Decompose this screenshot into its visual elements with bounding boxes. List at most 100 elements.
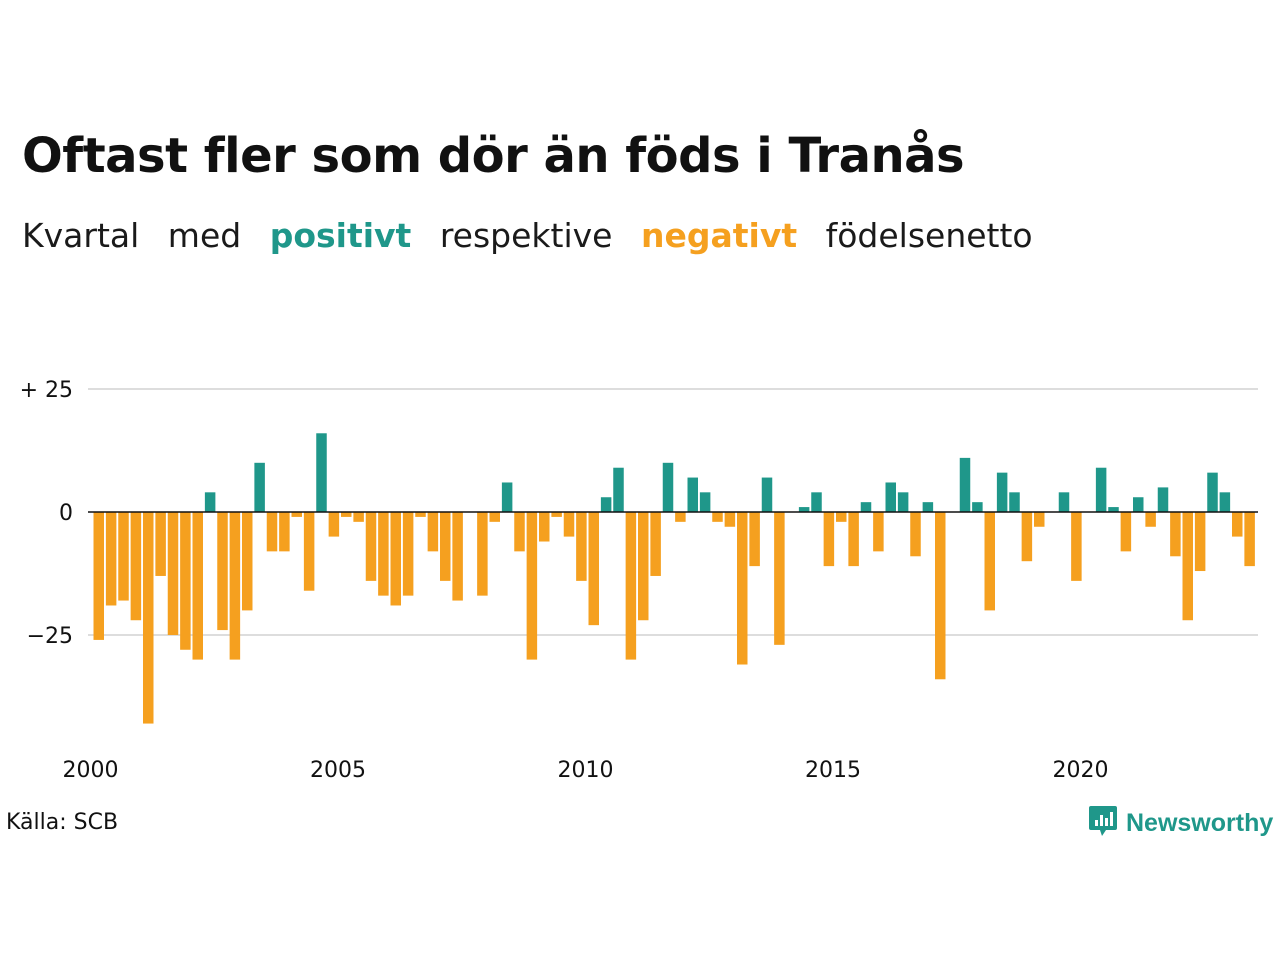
- bar-82: [1108, 507, 1119, 512]
- bar-40: [588, 512, 599, 626]
- bar-8: [192, 512, 203, 660]
- bar-55: [774, 512, 785, 645]
- bar-75: [1021, 512, 1033, 562]
- subtitle-positive-label: positivt: [269, 216, 412, 255]
- bar-16: [291, 512, 302, 517]
- bar-86: [1157, 487, 1169, 512]
- bar-25: [402, 512, 414, 596]
- bar-54: [761, 477, 773, 512]
- bar-83: [1120, 512, 1132, 552]
- bar-88: [1182, 512, 1193, 621]
- x-tick-label: 2000: [63, 758, 119, 783]
- bar-49: [699, 492, 711, 512]
- grid-lines: [88, 388, 1258, 636]
- bar-18: [316, 433, 327, 512]
- bar-67: [922, 502, 934, 512]
- bar-21: [353, 512, 364, 522]
- bar-58: [811, 492, 822, 512]
- bar-4: [143, 512, 154, 724]
- x-tick-label: 2010: [558, 758, 614, 783]
- bar-39: [576, 512, 587, 581]
- bar-35: [526, 512, 538, 660]
- bar-62: [860, 502, 872, 512]
- bar-92: [1232, 512, 1243, 537]
- subtitle-negative-label: negativt: [640, 216, 798, 255]
- bar-22: [365, 512, 377, 581]
- newsworthy-icon: [1088, 804, 1118, 842]
- bar-28: [440, 512, 451, 581]
- bar-71: [972, 502, 983, 512]
- bar-13: [254, 462, 265, 512]
- bar-33: [501, 482, 513, 512]
- bar-3: [130, 512, 142, 621]
- bar-79: [1071, 512, 1082, 581]
- bar-24: [390, 512, 401, 606]
- bar-41: [600, 497, 612, 512]
- bar-76: [1034, 512, 1045, 527]
- bar-44: [638, 512, 649, 621]
- bar-81: [1095, 467, 1107, 512]
- y-tick-label: −25: [27, 624, 73, 649]
- bar-36: [539, 512, 550, 542]
- bar-42: [613, 467, 624, 512]
- newsworthy-wordmark: Newsworthy: [1126, 808, 1274, 837]
- bar-64: [885, 482, 896, 512]
- subtitle-word-med: med: [167, 216, 242, 255]
- bar-37: [551, 512, 562, 517]
- bar-91: [1219, 492, 1231, 512]
- bar-65: [897, 492, 909, 512]
- bar-0: [93, 512, 104, 640]
- bar-90: [1207, 472, 1218, 512]
- bar-85: [1145, 512, 1156, 527]
- bar-7: [180, 512, 191, 650]
- bar-23: [378, 512, 389, 596]
- bar-50: [712, 512, 723, 522]
- bar-45: [650, 512, 661, 576]
- bar-66: [910, 512, 921, 557]
- bar-29: [452, 512, 463, 601]
- bar-70: [959, 457, 971, 512]
- newsworthy-logo[interactable]: Newsworthy: [1088, 804, 1273, 842]
- bar-87: [1170, 512, 1181, 557]
- bar-10: [217, 512, 228, 631]
- bar-78: [1058, 492, 1070, 512]
- x-tick-label: 2020: [1053, 758, 1109, 783]
- bar-73: [996, 472, 1008, 512]
- y-tick-label: 0: [59, 501, 73, 526]
- bar-9: [204, 492, 216, 512]
- bar-68: [935, 512, 946, 680]
- source-note: Källa: SCB: [6, 810, 119, 835]
- bar-32: [489, 512, 500, 522]
- bar-series: [93, 433, 1255, 724]
- x-tick-label: 2015: [805, 758, 861, 783]
- subtitle-word-respektive: respektive: [439, 216, 613, 255]
- bar-17: [303, 512, 315, 591]
- bar-53: [749, 512, 760, 567]
- bar-2: [118, 512, 129, 601]
- bar-34: [514, 512, 525, 552]
- bar-6: [167, 512, 179, 635]
- bar-93: [1244, 512, 1255, 567]
- bar-27: [427, 512, 439, 552]
- bar-15: [279, 512, 290, 552]
- bar-47: [675, 512, 686, 522]
- bar-26: [415, 512, 426, 517]
- x-tick-label: 2005: [310, 758, 366, 783]
- bar-5: [155, 512, 166, 576]
- bar-1: [105, 512, 117, 606]
- chart-subtitle: Kvartal med positivt respektive negativt…: [22, 216, 1051, 255]
- bar-57: [798, 507, 810, 512]
- bar-59: [823, 512, 835, 567]
- bar-31: [477, 512, 488, 596]
- bar-52: [737, 512, 748, 665]
- bar-38: [563, 512, 575, 537]
- bar-74: [1009, 492, 1020, 512]
- subtitle-word-fodelsenetto: födelsenetto: [825, 216, 1033, 255]
- subtitle-word-kvartal: Kvartal: [22, 216, 140, 255]
- bar-89: [1194, 512, 1206, 572]
- bar-61: [848, 512, 859, 567]
- bar-63: [873, 512, 884, 552]
- bar-14: [266, 512, 278, 552]
- bar-12: [242, 512, 253, 611]
